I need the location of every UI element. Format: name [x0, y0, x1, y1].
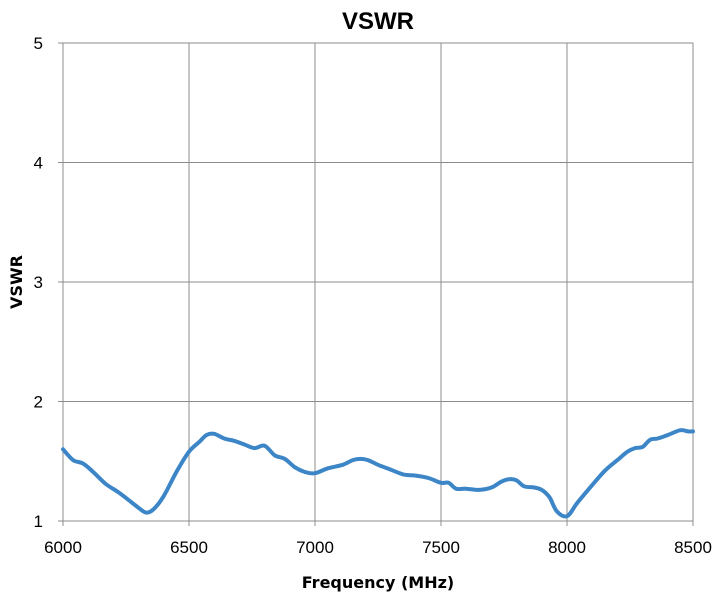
x-tick-label: 6000 — [44, 538, 82, 557]
y-axis-label: VSWR — [7, 255, 26, 309]
y-tick-label: 3 — [34, 273, 43, 292]
y-tick-label: 2 — [34, 393, 43, 412]
chart-title: VSWR — [342, 8, 414, 35]
y-tick-label: 1 — [34, 512, 43, 531]
plot-area — [62, 42, 694, 522]
x-tick-label: 8000 — [548, 538, 586, 557]
x-tick-label: 6500 — [170, 538, 208, 557]
y-tick-label: 4 — [34, 154, 43, 173]
series-line — [61, 428, 695, 519]
grid-lines — [58, 42, 694, 526]
x-tick-label: 8500 — [674, 538, 712, 557]
x-axis-label: Frequency (MHz) — [302, 573, 454, 592]
y-axis-ticks: 1 2 3 4 5 — [34, 34, 43, 531]
x-tick-label: 7000 — [296, 538, 334, 557]
x-axis-ticks: 6000 6500 7000 7500 8000 8500 — [44, 538, 712, 557]
x-tick-label: 7500 — [422, 538, 460, 557]
series-layer — [61, 428, 695, 519]
y-tick-label: 5 — [34, 34, 43, 53]
